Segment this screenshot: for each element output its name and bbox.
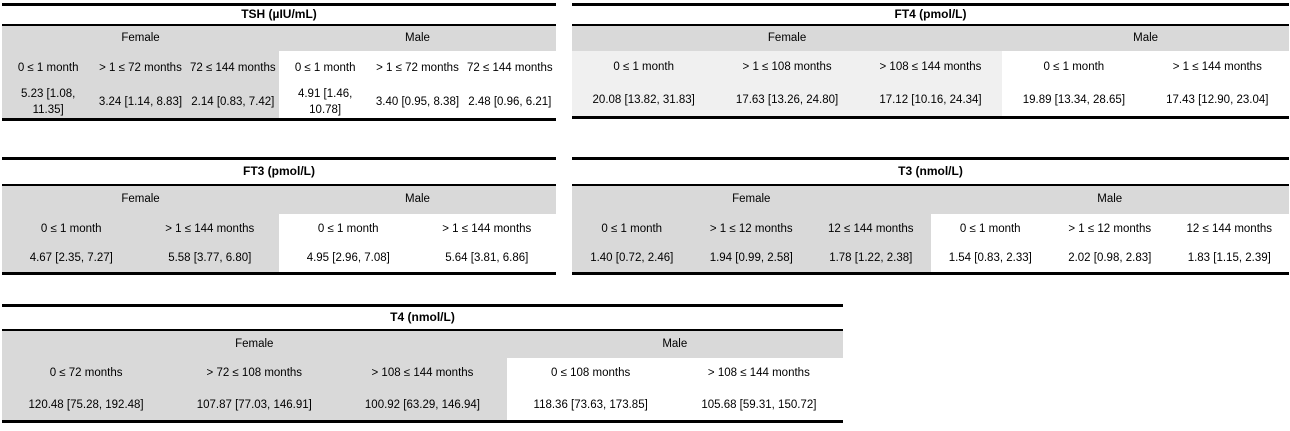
male-group-header: Male: [930, 184, 1289, 214]
ft3-table: FT3 (pmol/L) Female Male 0 ≤ 1 month > 1…: [2, 157, 556, 275]
median-reference-interval-value: 107.87 [77.03, 146.91]: [170, 389, 339, 422]
age-group-header: 0 ≤ 1 month: [572, 213, 692, 245]
median-reference-interval-value: 17.43 [12.90, 23.04]: [1145, 84, 1289, 118]
male-group-header: Male: [278, 24, 556, 51]
median-reference-interval-value: 1.94 [0.99, 2.58]: [691, 244, 811, 274]
age-group-header: 12 ≤ 144 months: [1169, 213, 1289, 245]
median-reference-interval-value: 5.64 [3.81, 6.86]: [417, 244, 556, 274]
median-reference-interval-value: 4.67 [2.35, 7.27]: [2, 244, 141, 274]
age-group-header: 0 ≤ 1 month: [572, 50, 716, 85]
age-group-header: > 1 ≤ 72 months: [94, 50, 187, 86]
median-reference-interval-value: 3.24 [1.14, 8.83]: [94, 85, 187, 120]
median-reference-interval-value: 1.40 [0.72, 2.46]: [572, 244, 692, 274]
male-group-header: Male: [506, 329, 843, 358]
age-group-header: > 1 ≤ 144 months: [140, 213, 279, 245]
age-group-header: 0 ≤ 1 month: [279, 213, 418, 245]
age-group-header: 0 ≤ 1 month: [930, 213, 1050, 245]
female-group-header: Female: [572, 184, 931, 214]
median-reference-interval-value: 2.14 [0.83, 7.42]: [186, 85, 279, 120]
ft4-table: FT4 (pmol/L) Female Male 0 ≤ 1 month > 1…: [572, 3, 1289, 119]
median-reference-interval-value: 100.92 [63.29, 146.94]: [338, 389, 507, 422]
age-group-header: > 1 ≤ 144 months: [417, 213, 556, 245]
age-group-header: > 1 ≤ 144 months: [1145, 50, 1289, 85]
median-reference-interval-value: 5.23 [1.08, 11.35]: [2, 85, 95, 120]
t4-table: T4 (nmol/L) Female Male 0 ≤ 72 months > …: [2, 304, 843, 423]
age-group-header: 0 ≤ 108 months: [506, 357, 675, 390]
female-group-header: Female: [572, 24, 1003, 51]
median-reference-interval-value: 19.89 [13.34, 28.65]: [1002, 84, 1146, 118]
age-group-header: 0 ≤ 1 month: [1002, 50, 1146, 85]
median-reference-interval-value: 17.12 [10.16, 24.34]: [858, 84, 1003, 118]
age-group-header: > 108 ≤ 144 months: [338, 357, 507, 390]
median-reference-interval-value: 105.68 [59.31, 150.72]: [674, 389, 843, 422]
table-title: FT3 (pmol/L): [2, 158, 556, 186]
male-group-header: Male: [279, 184, 556, 214]
median-reference-interval-value: 120.48 [75.28, 192.48]: [2, 389, 171, 422]
age-group-header: > 72 ≤ 108 months: [170, 357, 339, 390]
median-reference-interval-value: 3.40 [0.95, 8.38]: [371, 85, 464, 120]
median-reference-interval-value: 4.91 [1.46, 10.78]: [278, 85, 372, 120]
age-group-header: > 1 ≤ 108 months: [715, 50, 859, 85]
tsh-table: TSH (µIU/mL) Female Male 0 ≤ 1 month > 1…: [2, 3, 556, 121]
median-reference-interval-value: 1.83 [1.15, 2.39]: [1169, 244, 1289, 274]
female-group-header: Female: [2, 184, 279, 214]
male-group-header: Male: [1002, 24, 1289, 51]
age-group-header: > 1 ≤ 72 months: [371, 50, 464, 86]
table-title: TSH (µIU/mL): [2, 4, 556, 26]
median-reference-interval-value: 118.36 [73.63, 173.85]: [506, 389, 675, 422]
median-reference-interval-value: 1.54 [0.83, 2.33]: [930, 244, 1050, 274]
table-title: FT4 (pmol/L): [572, 4, 1289, 26]
age-group-header: 72 ≤ 144 months: [463, 50, 556, 86]
age-group-header: > 108 ≤ 144 months: [674, 357, 843, 390]
median-reference-interval-value: 5.58 [3.77, 6.80]: [140, 244, 279, 274]
table-title: T4 (nmol/L): [2, 305, 843, 331]
age-group-header: > 1 ≤ 12 months: [691, 213, 811, 245]
age-group-header: > 1 ≤ 12 months: [1050, 213, 1170, 245]
table-title: T3 (nmol/L): [572, 158, 1289, 186]
age-group-header: 0 ≤ 1 month: [2, 50, 95, 86]
median-reference-interval-value: 1.78 [1.22, 2.38]: [811, 244, 931, 274]
median-reference-interval-value: 4.95 [2.96, 7.08]: [279, 244, 418, 274]
median-reference-interval-value: 2.02 [0.98, 2.83]: [1050, 244, 1170, 274]
median-reference-interval-value: 17.63 [13.26, 24.80]: [715, 84, 859, 118]
age-group-header: 0 ≤ 72 months: [2, 357, 171, 390]
age-group-header: 0 ≤ 1 month: [2, 213, 141, 245]
age-group-header: 12 ≤ 144 months: [811, 213, 931, 245]
age-group-header: 72 ≤ 144 months: [186, 50, 279, 86]
female-group-header: Female: [2, 329, 507, 358]
t3-table: T3 (nmol/L) Female Male 0 ≤ 1 month > 1 …: [572, 157, 1289, 275]
age-group-header: 0 ≤ 1 month: [278, 50, 372, 86]
median-reference-interval-value: 2.48 [0.96, 6.21]: [463, 85, 556, 120]
female-group-header: Female: [2, 24, 279, 51]
median-reference-interval-value: 20.08 [13.82, 31.83]: [572, 84, 716, 118]
age-group-header: > 108 ≤ 144 months: [858, 50, 1003, 85]
